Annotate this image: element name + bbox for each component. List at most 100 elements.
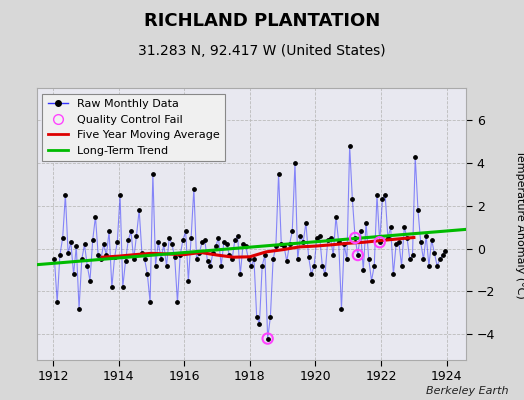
Point bbox=[367, 278, 376, 284]
Point bbox=[102, 252, 111, 258]
Point bbox=[206, 262, 214, 269]
Point bbox=[168, 241, 176, 248]
Point bbox=[122, 258, 130, 265]
Point bbox=[192, 256, 201, 262]
Point bbox=[181, 228, 190, 235]
Point bbox=[239, 241, 247, 248]
Text: 31.283 N, 92.417 W (United States): 31.283 N, 92.417 W (United States) bbox=[138, 44, 386, 58]
Point bbox=[146, 299, 154, 305]
Point bbox=[403, 235, 411, 241]
Point bbox=[343, 256, 351, 262]
Point bbox=[441, 248, 450, 254]
Point bbox=[124, 237, 133, 243]
Point bbox=[422, 232, 430, 239]
Point bbox=[225, 252, 234, 258]
Point bbox=[400, 224, 409, 230]
Point bbox=[433, 262, 441, 269]
Point bbox=[129, 256, 138, 262]
Point bbox=[59, 235, 67, 241]
Point bbox=[389, 271, 398, 278]
Point bbox=[61, 192, 70, 198]
Point bbox=[143, 271, 151, 278]
Point bbox=[354, 252, 362, 258]
Point bbox=[277, 241, 286, 248]
Point bbox=[417, 239, 425, 246]
Point bbox=[94, 252, 102, 258]
Point bbox=[261, 252, 269, 258]
Point bbox=[334, 239, 343, 246]
Point bbox=[89, 237, 97, 243]
Point bbox=[392, 241, 400, 248]
Point bbox=[223, 241, 231, 248]
Point bbox=[140, 256, 149, 262]
Point bbox=[135, 207, 144, 213]
Point bbox=[228, 256, 236, 262]
Point bbox=[231, 237, 239, 243]
Point bbox=[165, 235, 173, 241]
Point bbox=[176, 252, 184, 258]
Point bbox=[299, 239, 308, 246]
Point bbox=[170, 254, 179, 260]
Point bbox=[75, 305, 83, 312]
Point bbox=[321, 271, 329, 278]
Point bbox=[201, 237, 209, 243]
Point bbox=[384, 235, 392, 241]
Point bbox=[97, 256, 105, 262]
Point bbox=[111, 254, 119, 260]
Point bbox=[293, 256, 302, 262]
Point bbox=[149, 170, 157, 177]
Point bbox=[365, 256, 373, 262]
Point bbox=[138, 250, 146, 256]
Point bbox=[203, 258, 212, 265]
Point bbox=[83, 262, 92, 269]
Point bbox=[351, 235, 359, 241]
Point bbox=[184, 278, 193, 284]
Point bbox=[86, 278, 94, 284]
Point bbox=[105, 228, 113, 235]
Point bbox=[56, 252, 64, 258]
Text: RICHLAND PLANTATION: RICHLAND PLANTATION bbox=[144, 12, 380, 30]
Point bbox=[376, 239, 384, 246]
Point bbox=[118, 284, 127, 290]
Point bbox=[127, 228, 135, 235]
Point bbox=[351, 235, 359, 241]
Point bbox=[337, 305, 346, 312]
Point bbox=[212, 243, 220, 250]
Point bbox=[258, 262, 266, 269]
Point bbox=[100, 241, 108, 248]
Point bbox=[378, 196, 387, 202]
Point bbox=[359, 267, 367, 273]
Point bbox=[266, 314, 275, 320]
Point bbox=[64, 250, 72, 256]
Point bbox=[80, 241, 89, 248]
Point bbox=[50, 256, 59, 262]
Point bbox=[116, 192, 124, 198]
Point bbox=[408, 252, 417, 258]
Point bbox=[198, 239, 206, 246]
Point bbox=[67, 239, 75, 246]
Point bbox=[406, 256, 414, 262]
Point bbox=[107, 284, 116, 290]
Point bbox=[280, 243, 288, 250]
Point bbox=[324, 237, 332, 243]
Point bbox=[187, 235, 195, 241]
Point bbox=[345, 143, 354, 149]
Point bbox=[233, 232, 242, 239]
Point bbox=[419, 256, 428, 262]
Point bbox=[296, 232, 304, 239]
Point bbox=[428, 237, 436, 243]
Point bbox=[173, 299, 182, 305]
Point bbox=[356, 228, 365, 235]
Point bbox=[179, 237, 187, 243]
Point bbox=[242, 243, 250, 250]
Point bbox=[154, 239, 162, 246]
Point bbox=[271, 243, 280, 250]
Point bbox=[250, 256, 258, 262]
Point bbox=[275, 170, 283, 177]
Point bbox=[313, 235, 321, 241]
Point bbox=[326, 235, 335, 241]
Point bbox=[370, 262, 378, 269]
Point bbox=[157, 256, 165, 262]
Point bbox=[288, 228, 297, 235]
Point bbox=[190, 186, 198, 192]
